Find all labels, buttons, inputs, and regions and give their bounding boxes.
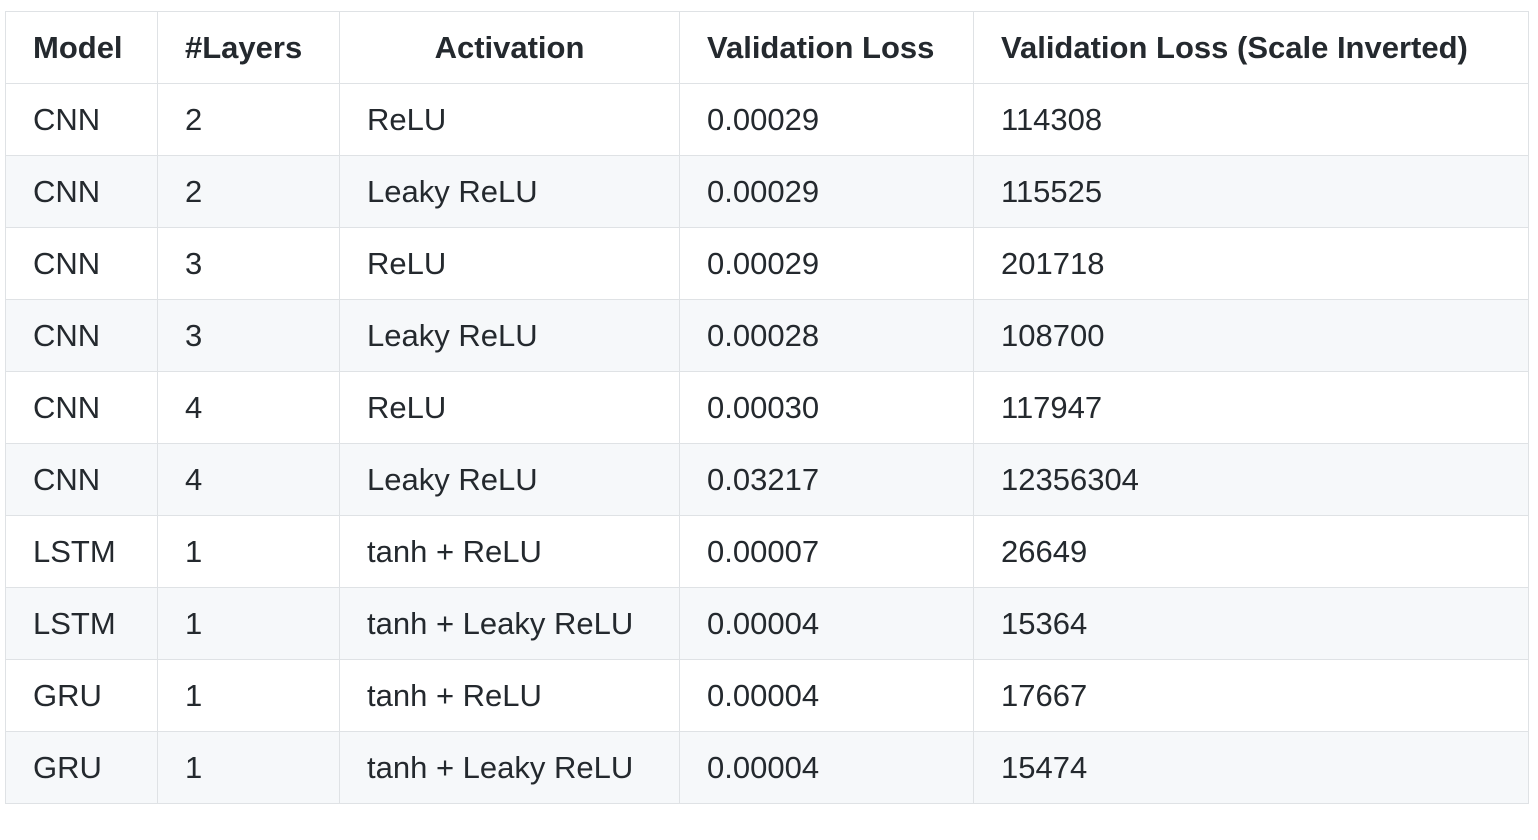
table-row: CNN 3 Leaky ReLU 0.00028 108700 [5,299,1529,372]
cell-validation-loss-inverted: 115525 [973,155,1529,228]
cell-validation-loss-inverted: 15474 [973,731,1529,804]
cell-validation-loss: 0.00029 [679,227,974,300]
table-row: GRU 1 tanh + Leaky ReLU 0.00004 15474 [5,731,1529,804]
cell-validation-loss: 0.00007 [679,515,974,588]
header-validation-loss: Validation Loss [679,11,974,84]
table-row: CNN 4 Leaky ReLU 0.03217 12356304 [5,443,1529,516]
table-row: GRU 1 tanh + ReLU 0.00004 17667 [5,659,1529,732]
cell-activation: ReLU [339,227,680,300]
table-row: LSTM 1 tanh + ReLU 0.00007 26649 [5,515,1529,588]
cell-model: CNN [5,299,158,372]
cell-model: CNN [5,227,158,300]
cell-model: CNN [5,443,158,516]
table-row: CNN 3 ReLU 0.00029 201718 [5,227,1529,300]
cell-model: CNN [5,371,158,444]
cell-layers: 1 [157,515,340,588]
cell-validation-loss: 0.00029 [679,155,974,228]
cell-activation: tanh + Leaky ReLU [339,731,680,804]
cell-layers: 4 [157,443,340,516]
table-header-row: Model #Layers Activation Validation Loss… [5,11,1529,84]
cell-validation-loss: 0.00028 [679,299,974,372]
table-row: CNN 2 Leaky ReLU 0.00029 115525 [5,155,1529,228]
cell-activation: Leaky ReLU [339,299,680,372]
table-row: CNN 4 ReLU 0.00030 117947 [5,371,1529,444]
header-activation: Activation [339,11,680,84]
table-row: LSTM 1 tanh + Leaky ReLU 0.00004 15364 [5,587,1529,660]
cell-model: CNN [5,83,158,156]
cell-validation-loss-inverted: 12356304 [973,443,1529,516]
cell-layers: 4 [157,371,340,444]
cell-validation-loss-inverted: 117947 [973,371,1529,444]
cell-validation-loss-inverted: 114308 [973,83,1529,156]
cell-layers: 1 [157,659,340,732]
cell-validation-loss-inverted: 17667 [973,659,1529,732]
header-validation-loss-inverted: Validation Loss (Scale Inverted) [973,11,1529,84]
cell-validation-loss-inverted: 26649 [973,515,1529,588]
cell-activation: tanh + ReLU [339,659,680,732]
cell-model: LSTM [5,515,158,588]
cell-model: GRU [5,659,158,732]
cell-activation: tanh + ReLU [339,515,680,588]
cell-validation-loss: 0.00004 [679,731,974,804]
cell-validation-loss: 0.03217 [679,443,974,516]
cell-layers: 1 [157,587,340,660]
cell-activation: Leaky ReLU [339,155,680,228]
header-model: Model [5,11,158,84]
header-layers: #Layers [157,11,340,84]
cell-validation-loss-inverted: 201718 [973,227,1529,300]
cell-activation: tanh + Leaky ReLU [339,587,680,660]
cell-layers: 2 [157,155,340,228]
cell-model: CNN [5,155,158,228]
cell-layers: 3 [157,299,340,372]
cell-validation-loss-inverted: 15364 [973,587,1529,660]
cell-activation: ReLU [339,83,680,156]
cell-validation-loss: 0.00004 [679,587,974,660]
cell-layers: 3 [157,227,340,300]
cell-layers: 2 [157,83,340,156]
cell-activation: Leaky ReLU [339,443,680,516]
cell-model: LSTM [5,587,158,660]
cell-activation: ReLU [339,371,680,444]
results-table: Model #Layers Activation Validation Loss… [5,11,1529,804]
cell-validation-loss: 0.00029 [679,83,974,156]
cell-validation-loss-inverted: 108700 [973,299,1529,372]
cell-model: GRU [5,731,158,804]
cell-validation-loss: 0.00004 [679,659,974,732]
cell-validation-loss: 0.00030 [679,371,974,444]
cell-layers: 1 [157,731,340,804]
table-row: CNN 2 ReLU 0.00029 114308 [5,83,1529,156]
